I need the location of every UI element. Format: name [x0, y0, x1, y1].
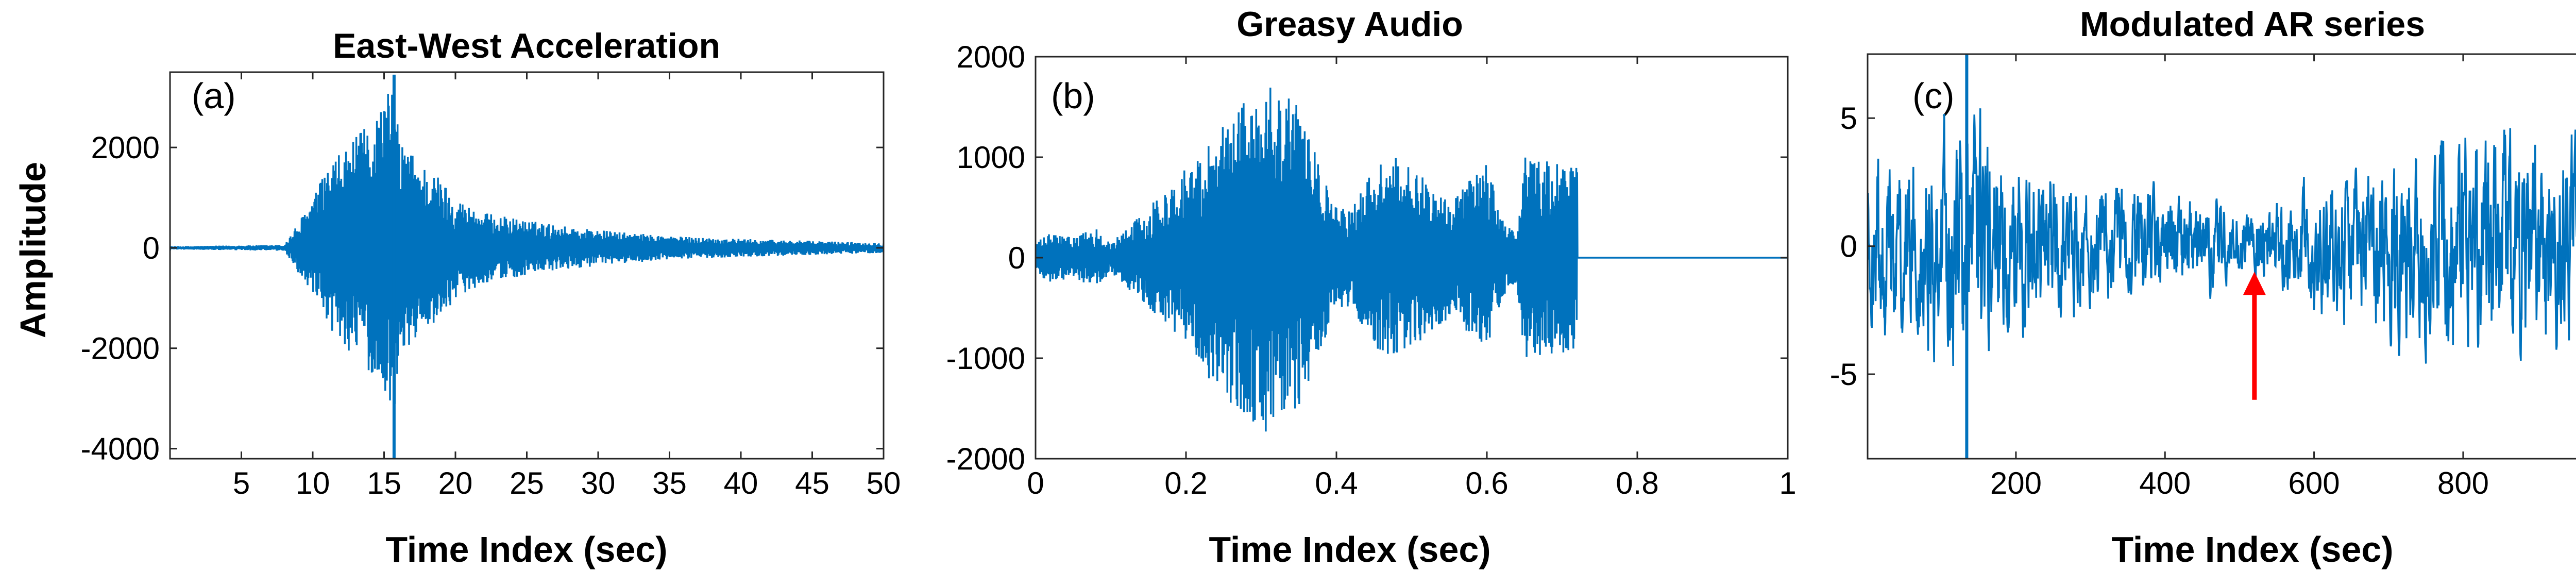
panel-c-axes-box: [1867, 53, 2576, 460]
panel-c-title: Modulated AR series: [2080, 5, 2425, 44]
panel-b-ytick-label: 0: [1008, 241, 1025, 275]
panel-c-ytick-label: -5: [1830, 357, 1857, 392]
panel-b: Greasy Audio (b) Time Index (sec) 0 0.2 0.…: [946, 5, 1797, 570]
panel-a-ytick-label: -2000: [81, 331, 160, 366]
panel-a-xlabel: Time Index (sec): [385, 529, 667, 570]
panel-a-xtick-label: 40: [724, 466, 758, 500]
panel-a-xtick-label: 35: [652, 466, 687, 500]
panel-b-xtick-label: 0.6: [1465, 466, 1508, 500]
panel-b-ytick-label: 1000: [957, 140, 1025, 175]
panel-c-series-line: [1868, 108, 2576, 366]
panel-b-ytick-label: -2000: [946, 442, 1025, 476]
panel-a-xtick-label: 15: [367, 466, 401, 500]
panel-c-xlabel: Time Index (sec): [2111, 529, 2393, 570]
panel-c-label: (c): [1912, 76, 1955, 116]
panel-a-xtick-label: 30: [581, 466, 616, 500]
panel-b-xlabel: Time Index (sec): [1209, 529, 1490, 570]
panel-a-xtick-label: 10: [296, 466, 330, 500]
panel-a-ytick-label: -4000: [81, 432, 160, 466]
panel-b-xtick-label: 0.4: [1315, 466, 1358, 500]
annotation-arrow-head: [2243, 272, 2266, 295]
panel-b-ytick-label: 2000: [957, 40, 1025, 74]
panel-a: East-West Acceleration (a) Amplitude Tim…: [13, 26, 901, 570]
panel-b-xtick-label: 0: [1027, 466, 1044, 500]
panel-b-title: Greasy Audio: [1236, 5, 1463, 44]
panel-a-xtick-label: 20: [438, 466, 473, 500]
panel-c-xtick-label: 800: [2437, 466, 2489, 500]
panel-b-series-line: [1036, 87, 1788, 432]
panel-c: Modulated AR series (c) Time Index (sec)…: [1830, 5, 2576, 570]
panel-a-label: (a): [192, 76, 236, 116]
panel-c-ytick-label: 5: [1840, 101, 1857, 136]
panel-a-title: East-West Acceleration: [333, 26, 720, 65]
panel-c-ytick-label: 0: [1840, 229, 1857, 264]
panel-a-xtick-label: 25: [510, 466, 544, 500]
panel-a-ylabel: Amplitude: [13, 162, 53, 338]
panel-a-ytick-label: 2000: [91, 130, 160, 165]
panel-a-xtick-label: 50: [867, 466, 901, 500]
panel-b-xtick-label: 1: [1779, 466, 1796, 500]
panel-c-xtick-label: 200: [1990, 466, 2042, 500]
panel-b-ytick-label: -1000: [946, 341, 1025, 376]
panel-c-xtick-label: 400: [2139, 466, 2191, 500]
panel-a-xtick-label: 5: [233, 466, 250, 500]
panel-a-ytick-label: 0: [143, 231, 160, 265]
panel-a-series-line: [170, 93, 884, 408]
panel-a-xtick-label: 45: [795, 466, 829, 500]
panel-b-xtick-label: 0.8: [1616, 466, 1658, 500]
panel-b-xtick-label: 0.2: [1164, 466, 1207, 500]
panel-b-label: (b): [1051, 76, 1095, 116]
panel-c-xtick-label: 600: [2289, 466, 2340, 500]
